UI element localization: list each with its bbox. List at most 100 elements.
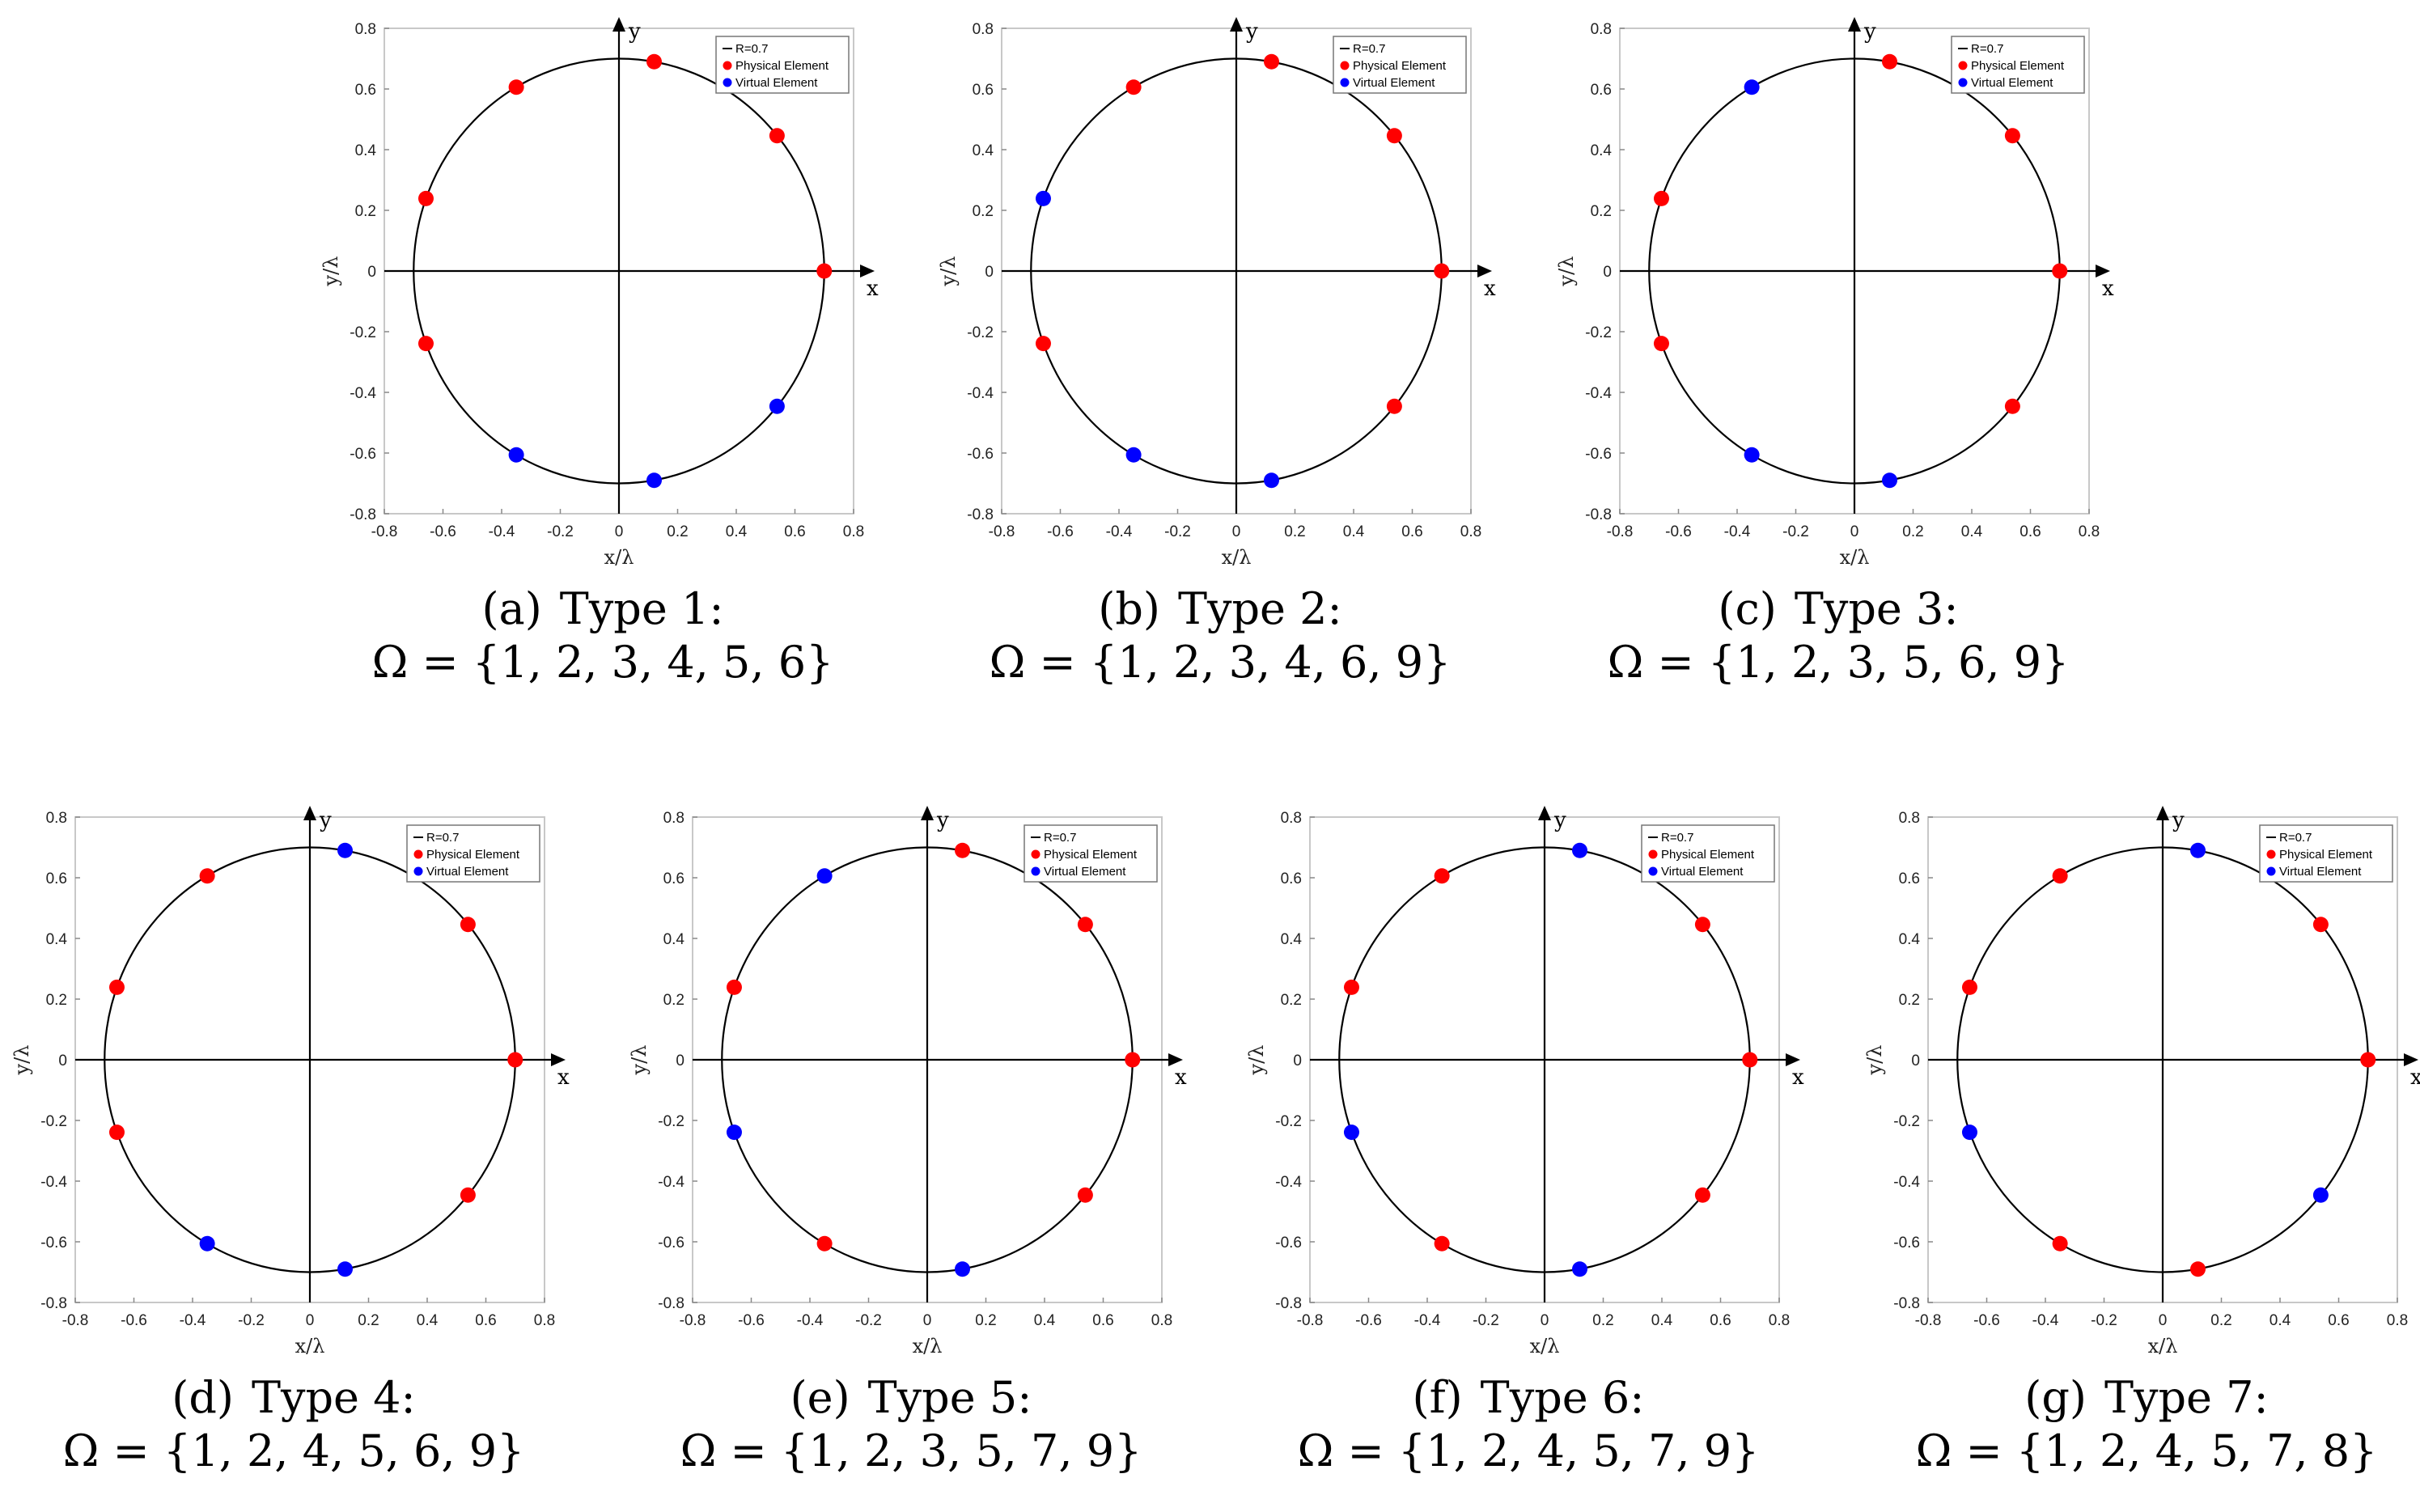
x-axis-arrowhead <box>2404 1053 2418 1066</box>
y-tick-label: 0.6 <box>973 82 994 99</box>
x-tick-label: 0.2 <box>2210 1312 2231 1329</box>
x-tick-label: 0.2 <box>1592 1312 1613 1329</box>
x-tick-label: 0.8 <box>843 523 864 540</box>
x-tick-label: 0 <box>1850 523 1859 540</box>
x-axis-arrowhead <box>860 265 875 277</box>
physical-element-marker <box>1694 917 1710 933</box>
legend-virtual-swatch <box>2266 866 2276 876</box>
y-axis-label: y/λ <box>1863 1045 1886 1076</box>
y-tick-label: -0.8 <box>1585 506 1612 523</box>
virtual-element-marker <box>1882 472 1897 489</box>
subfigure-label: (c) <box>1718 583 1777 634</box>
physical-element-marker <box>1125 79 1142 95</box>
y-tick-label: 0 <box>1911 1052 1920 1069</box>
x-axis-arrowhead <box>2096 265 2110 277</box>
virtual-element-marker <box>508 447 524 463</box>
y-tick-label: -0.2 <box>658 1113 684 1130</box>
y-tick-label: -0.8 <box>350 506 376 523</box>
y-axis-arrowhead <box>1538 806 1551 820</box>
caption-b: (b) Type 2: Ω = {1, 2, 3, 4, 6, 9} <box>929 582 1511 689</box>
x-tick-label: -0.8 <box>62 1312 89 1329</box>
x-tick-label: -0.4 <box>2032 1312 2059 1329</box>
y-axis-label: y/λ <box>937 256 960 287</box>
subfigure-title: Type 3: <box>1794 583 1959 634</box>
x-axis-label: x/λ <box>604 546 634 569</box>
physical-element-marker <box>2052 263 2068 279</box>
virtual-element-marker <box>1572 842 1587 858</box>
legend-virtual-label: Virtual Element <box>1661 865 1744 879</box>
y-tick-label: -0.8 <box>1893 1295 1920 1312</box>
physical-element-marker <box>1653 336 1669 352</box>
y-tick-label: -0.2 <box>1585 324 1612 341</box>
omega-set: Ω = {1, 2, 4, 5, 6, 9} <box>62 1425 525 1476</box>
virtual-element-marker <box>1125 447 1142 463</box>
x-tick-label: 0 <box>923 1312 932 1329</box>
x-tick-label: 0.6 <box>784 523 805 540</box>
x-tick-label: -0.2 <box>1164 523 1191 540</box>
y-tick-label: 0.8 <box>46 810 67 827</box>
y-tick-label: 0.8 <box>663 810 684 827</box>
x-tick-label: -0.6 <box>121 1312 147 1329</box>
x-tick-label: 0.8 <box>1769 1312 1790 1329</box>
virtual-element-marker <box>2190 842 2206 858</box>
physical-element-marker <box>1434 263 1450 279</box>
legend-circle-label: R=0.7 <box>2279 831 2312 845</box>
array-plot-c: -0.8 -0.6 -0.4 -0.2 0 0.2 0.4 0.6 0.8 0.8 0.6 0.4 0.… <box>1555 17 2114 569</box>
physical-element-marker <box>2052 868 2068 884</box>
legend-physical-swatch <box>1958 61 1968 70</box>
y-axis-name: y <box>319 808 332 832</box>
y-tick-label: -0.6 <box>1585 446 1612 463</box>
y-axis-name: y <box>936 808 949 832</box>
subfigure-title: Type 1: <box>559 583 724 634</box>
x-tick-label: 0.6 <box>1092 1312 1113 1329</box>
x-tick-label: -0.8 <box>1297 1312 1324 1329</box>
x-axis-name: x <box>1484 277 1496 301</box>
subfigure-title: Type 4: <box>251 1372 416 1423</box>
y-tick-label: 0.4 <box>46 931 68 948</box>
legend-circle-label: R=0.7 <box>1353 42 1385 56</box>
x-tick-label: -0.6 <box>1973 1312 2000 1329</box>
y-axis-name: y <box>628 19 641 44</box>
legend-physical-label: Physical Element <box>1661 848 1755 862</box>
array-plot-g: -0.8 -0.6 -0.4 -0.2 0 0.2 0.4 0.6 0.8 0.8 0.6 0.4 0.… <box>1863 806 2420 1357</box>
x-axis-arrowhead <box>551 1053 566 1066</box>
virtual-element-marker <box>1035 190 1051 206</box>
x-axis-name: x <box>2410 1065 2420 1090</box>
y-tick-label: -0.6 <box>350 446 376 463</box>
panel-g: -0.8 -0.6 -0.4 -0.2 0 0.2 0.4 0.6 0.8 0.8 0.6 0.4 0.… <box>1855 805 2420 1476</box>
legend-box <box>715 36 850 94</box>
omega-set: Ω = {1, 2, 3, 5, 6, 9} <box>1607 637 2070 688</box>
omega-set: Ω = {1, 2, 3, 4, 5, 6} <box>371 637 834 688</box>
physical-element-marker <box>508 79 524 95</box>
y-tick-label: 0.4 <box>663 931 685 948</box>
x-tick-label: -0.4 <box>1106 523 1133 540</box>
y-tick-label: -0.6 <box>1275 1235 1302 1252</box>
y-tick-label: 0.6 <box>355 82 376 99</box>
x-tick-label: 0.4 <box>726 523 748 540</box>
x-tick-label: 0.8 <box>2079 523 2100 540</box>
physical-element-marker <box>816 1235 833 1252</box>
subfigure-label: (g) <box>2024 1372 2087 1423</box>
virtual-element-marker <box>337 1261 353 1277</box>
caption-f: (f) Type 6: Ω = {1, 2, 4, 5, 7, 9} <box>1237 1371 1820 1478</box>
x-axis-name: x <box>1175 1065 1187 1090</box>
legend-virtual-swatch <box>1031 866 1040 876</box>
x-tick-label: 0.6 <box>1710 1312 1731 1329</box>
y-tick-label: -0.8 <box>658 1295 684 1312</box>
legend-physical-swatch <box>413 849 423 859</box>
array-plot-d: -0.8 -0.6 -0.4 -0.2 0 0.2 0.4 0.6 0.8 0.8 0.6 0.4 0.… <box>11 806 570 1357</box>
virtual-element-marker <box>816 868 833 884</box>
physical-element-marker <box>460 1187 476 1203</box>
virtual-element-marker <box>1343 1124 1359 1141</box>
x-tick-label: 0 <box>1232 523 1241 540</box>
physical-element-marker <box>1386 128 1402 144</box>
x-tick-label: -0.4 <box>180 1312 206 1329</box>
y-tick-label: 0.2 <box>973 203 994 220</box>
x-tick-label: -0.2 <box>2091 1312 2117 1329</box>
y-tick-label: 0 <box>1603 264 1612 281</box>
legend-physical-label: Physical Element <box>1044 848 1138 862</box>
physical-element-marker <box>199 868 215 884</box>
physical-element-marker <box>1882 53 1897 70</box>
y-axis-name: y <box>1553 808 1566 832</box>
x-tick-label: 0.6 <box>1401 523 1422 540</box>
